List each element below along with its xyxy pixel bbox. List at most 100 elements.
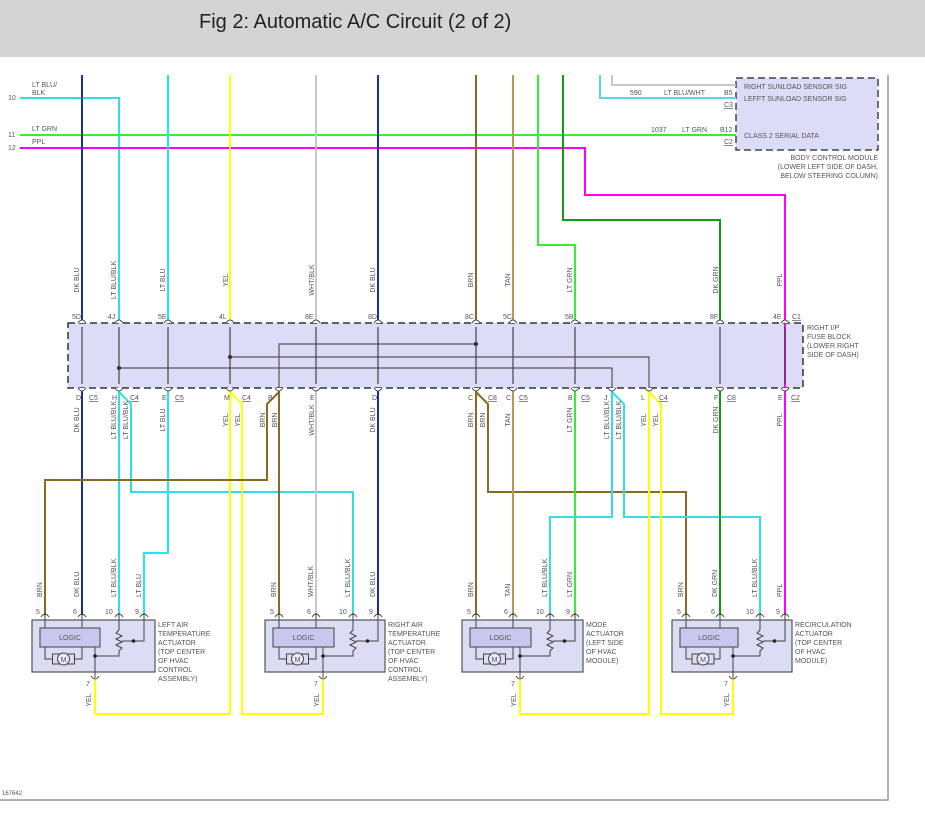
wire-ref-number: 11 xyxy=(8,132,15,139)
fuse-pin-label: E xyxy=(162,395,167,402)
fuse-pin-label: 5D xyxy=(72,314,81,321)
wire-color-label: LT GRN xyxy=(567,267,574,292)
connector-label: C5 xyxy=(519,395,528,402)
pin-connector-icon xyxy=(311,387,321,392)
wire-lt-blu-blk xyxy=(549,388,613,615)
wire-color-label: LT BLU/BLK xyxy=(123,401,130,440)
actuator-pin-number: 10 xyxy=(105,609,113,616)
wiper-line xyxy=(553,613,576,642)
pin-connector-icon xyxy=(607,387,617,392)
logic-label: LOGIC xyxy=(698,635,720,642)
wire-color-label: TAN xyxy=(505,273,512,286)
connector-label: C2 xyxy=(791,395,800,402)
wire-color-label: LT BLU/BLK xyxy=(604,401,611,440)
actuator-pin-number: 7 xyxy=(511,681,515,688)
pin-connector-icon xyxy=(348,613,358,618)
fuse-pin-label: E xyxy=(778,395,783,402)
pin-connector-icon xyxy=(545,613,555,618)
wire-color-label: YEL xyxy=(223,413,230,426)
wire-color-label: YEL xyxy=(724,693,731,706)
internal-circuit xyxy=(712,647,721,660)
wire-color-label: BRN xyxy=(468,582,475,597)
connector-label: C4 xyxy=(130,395,139,402)
internal-circuit xyxy=(306,647,317,660)
fuse-pin-label: 4E xyxy=(773,314,782,321)
pin-connector-icon xyxy=(311,319,321,324)
actuator-name: TEMPERATURE xyxy=(388,631,441,638)
actuator-name: OF HVAC xyxy=(158,658,189,665)
wire-lt-blu xyxy=(143,388,169,615)
pin-connector-icon xyxy=(644,387,654,392)
fuse-pin-label: 8D xyxy=(368,314,377,321)
motor-icon xyxy=(291,652,304,666)
pin-connector-icon xyxy=(508,387,518,392)
actuator-name: OF HVAC xyxy=(795,649,826,656)
junction-dot xyxy=(93,654,97,658)
wire-color-label: LT BLU/BLK xyxy=(542,558,549,597)
actuator-name: (TOP CENTER xyxy=(158,649,205,656)
pin-connector-icon xyxy=(373,319,383,324)
actuator-name: ASSEMBLY) xyxy=(388,676,428,683)
actuator-name: RECIRCULATION xyxy=(795,622,852,629)
pin-connector-icon xyxy=(114,387,124,392)
actuator-pin-number: 7 xyxy=(314,681,318,688)
actuator-pin-number: 5 xyxy=(467,609,471,616)
actuator-pin-number: 9 xyxy=(776,609,780,616)
actuator-pin-number: 9 xyxy=(566,609,570,616)
actuator-name: OF HVAC xyxy=(586,649,617,656)
wire-color-label: BRN xyxy=(37,582,44,597)
wire-color-label: LT BLU/BLK xyxy=(111,558,118,597)
pin-connector-icon xyxy=(77,613,87,618)
connector-label: C1 xyxy=(792,314,801,321)
body-control-module xyxy=(735,77,879,151)
figure-title: Fig 2: Automatic A/C Circuit (2 of 2) xyxy=(199,11,512,33)
junction-dot xyxy=(365,639,370,643)
wire-color-label: LT GRN xyxy=(567,407,574,432)
junction-dot xyxy=(562,639,567,643)
motor-icon xyxy=(488,652,501,666)
wiper-line xyxy=(122,613,145,642)
actuator-pin-number: 6 xyxy=(711,609,715,616)
wire-brn xyxy=(44,391,280,615)
fuse-pin-label: D xyxy=(372,395,377,402)
logic-module xyxy=(272,627,335,648)
wire-color-label: PPL xyxy=(777,273,784,286)
internal-circuit xyxy=(72,647,83,660)
actuator-pin-number: 6 xyxy=(307,609,311,616)
wire-color-label: YEL xyxy=(223,273,230,286)
wire-color-label: LT BLU/BLK xyxy=(111,261,118,300)
wire-color-label: TAN xyxy=(505,584,512,597)
actuator-name: MODE xyxy=(586,622,607,629)
internal-circuit xyxy=(278,647,289,660)
pin-connector-icon xyxy=(570,387,580,392)
wire-color-label: BRN xyxy=(260,413,267,428)
actuator-name: RIGHT AIR xyxy=(388,622,423,629)
bcm-caption: BELOW STEERING COLUMN) xyxy=(780,173,878,180)
wire-color-label: PPL xyxy=(777,584,784,597)
pin-connector-icon xyxy=(508,319,518,324)
actuator-1: LOGIC M xyxy=(264,613,386,680)
pin-connector-icon xyxy=(471,613,481,618)
wire-lt-blu-blk xyxy=(118,391,354,615)
wire-color-label: LT BLU/BLK xyxy=(616,401,623,440)
pin-connector-icon xyxy=(471,387,481,392)
pin-label: B12 xyxy=(720,127,733,134)
wire-color-label: LT BLU/BLK xyxy=(345,558,352,597)
connector-label: C5 xyxy=(89,395,98,402)
actuator-pin-number: 7 xyxy=(86,681,90,688)
bcm-caption: BODY CONTROL MODULE xyxy=(790,155,878,162)
fuse-pin-label: D xyxy=(76,395,81,402)
fuse-pin-label: J xyxy=(604,395,608,402)
pin-connector-icon xyxy=(90,675,100,680)
wiring-diagram: RIGHT SUNLOAD SENSOR SIG LEFFT SUNLOAD S… xyxy=(0,75,889,801)
internal-circuit xyxy=(685,647,694,660)
connector-label: C5 xyxy=(581,395,590,402)
motor-label: M xyxy=(700,657,706,664)
pin-connector-icon xyxy=(373,387,383,392)
wire-color-label: DK BLU xyxy=(74,267,81,292)
wire-color-label: LT BLU/ xyxy=(32,82,57,89)
pin-connector-icon xyxy=(728,675,738,680)
header-bar: Fig 2: Automatic A/C Circuit (2 of 2) xyxy=(0,0,925,57)
pin-label: B5 xyxy=(724,90,733,97)
bcm-caption: (LOWER LEFT SIDE OF DASH, xyxy=(778,164,878,171)
